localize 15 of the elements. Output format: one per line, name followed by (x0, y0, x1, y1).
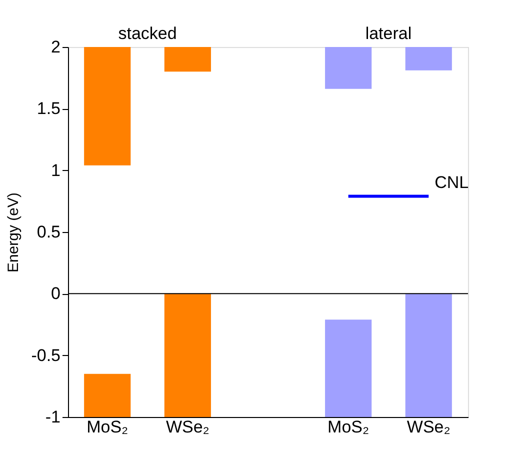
y-tick-label: 0 (51, 284, 60, 304)
x-tick-label: WSe₂ (406, 418, 450, 436)
y-tick-label: -1 (45, 408, 60, 426)
text: stacked (118, 24, 177, 43)
text: lateral (365, 24, 412, 43)
y-tick-label: 1 (51, 160, 60, 180)
y-axis-title: Energy (eV) (5, 192, 22, 273)
y-tick-label: 0.5 (36, 222, 60, 242)
x-tick-label: MoS₂ (328, 418, 370, 436)
y-tick-label: 2 (51, 38, 60, 56)
x-tick-label: MoS₂ (86, 418, 128, 436)
y-tick-label: 1.5 (36, 99, 60, 118)
x-tick-label: WSe₂ (166, 418, 210, 436)
series-label: CNL (434, 173, 469, 192)
y-tick-label: -0.5 (31, 346, 60, 365)
